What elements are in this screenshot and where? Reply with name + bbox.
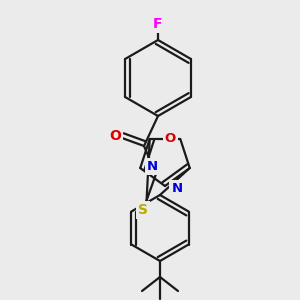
Text: F: F <box>153 17 163 31</box>
Text: N: N <box>171 182 183 194</box>
Text: O: O <box>109 129 121 143</box>
Text: O: O <box>165 133 176 146</box>
Text: N: N <box>147 160 158 172</box>
Text: S: S <box>138 203 148 217</box>
